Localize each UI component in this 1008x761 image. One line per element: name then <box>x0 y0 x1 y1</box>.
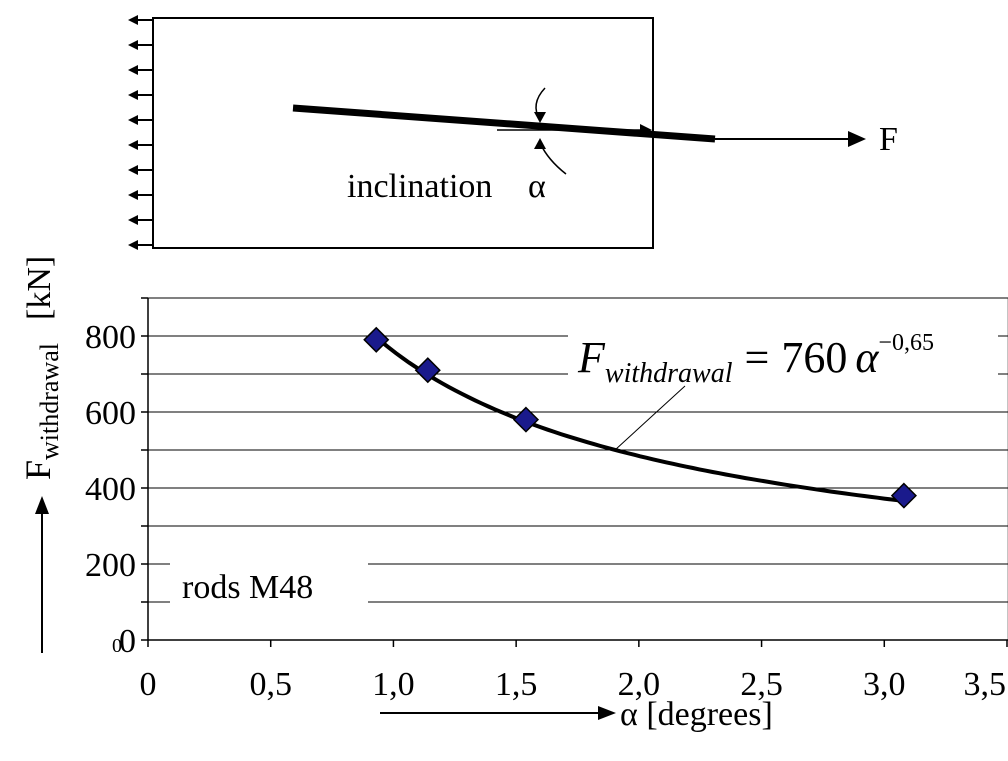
y-tick-label: 400 <box>85 471 136 508</box>
x-tick-label: 1,0 <box>372 666 415 703</box>
axes <box>147 298 1008 641</box>
data-point <box>512 406 540 433</box>
support-arrowhead <box>128 115 138 125</box>
equation-background <box>568 318 998 384</box>
rods-label-background <box>170 562 368 604</box>
force-arrowhead <box>848 131 866 147</box>
x-tick-label: 3,5 <box>964 666 1007 703</box>
x-tick-label: 0 <box>140 666 157 703</box>
x-tick-label: 1,5 <box>495 666 538 703</box>
support-arrowhead <box>128 240 138 250</box>
rod-sketch: F inclination α <box>128 15 898 250</box>
x-tick-label: 2,5 <box>740 666 783 703</box>
trend-line <box>374 335 905 503</box>
rod <box>292 104 716 143</box>
block-outline <box>152 17 654 249</box>
trend-curve <box>374 335 905 503</box>
support-arrowhead <box>128 65 138 75</box>
y-tick-label: 200 <box>85 547 136 584</box>
x-axis-direction-arrowhead <box>598 706 616 720</box>
angle-arrowhead-top <box>534 112 546 123</box>
inclination-label: inclination <box>347 168 492 205</box>
rods-label: rods M48 <box>182 569 313 606</box>
equation-leader-line <box>614 385 686 451</box>
y-axis-title: Fwithdrawal <box>18 343 64 480</box>
support-arrowhead <box>128 15 138 25</box>
y-tick-label: 600 <box>85 395 136 432</box>
force-label: F <box>879 121 898 158</box>
support-arrowhead <box>128 140 138 150</box>
y-tick-label: 0 <box>119 623 136 660</box>
reference-arrowhead <box>640 124 652 136</box>
support-arrowhead <box>128 165 138 175</box>
x-axis-ticks: 0 0,5 1,0 1,5 2,0 2,5 3,0 3,5 <box>140 640 1008 703</box>
x-axis-title: α [degrees] <box>620 696 773 733</box>
y-axis-direction-arrowhead <box>35 496 49 514</box>
support-arrowhead <box>128 215 138 225</box>
trendline-equation: Fwithdrawal = 760 α−0,65 <box>577 330 934 389</box>
y-tick-label: 800 <box>85 319 136 356</box>
x-tick-label: 0,5 <box>249 666 292 703</box>
support-arrows <box>128 15 153 250</box>
support-arrowhead <box>128 40 138 50</box>
y-axis-unit: [kN] <box>21 256 58 320</box>
inclination-alpha-symbol: α <box>528 168 546 205</box>
chart: 0 0,5 1,0 1,5 2,0 2,5 3,0 3,5 0 200 400 600 800 0 ro… <box>18 256 1008 733</box>
origin-marker: 0 <box>112 635 122 657</box>
y-axis-ticks: 0 200 400 600 800 0 <box>85 297 148 660</box>
x-tick-label: 2,0 <box>618 666 661 703</box>
data-points <box>363 326 917 509</box>
support-arrowhead <box>128 190 138 200</box>
x-tick-label: 3,0 <box>863 666 906 703</box>
angle-arrowhead-bottom <box>534 138 546 149</box>
data-point <box>363 326 390 353</box>
support-arrowhead <box>128 90 138 100</box>
data-point <box>414 357 441 384</box>
data-point <box>890 482 917 509</box>
